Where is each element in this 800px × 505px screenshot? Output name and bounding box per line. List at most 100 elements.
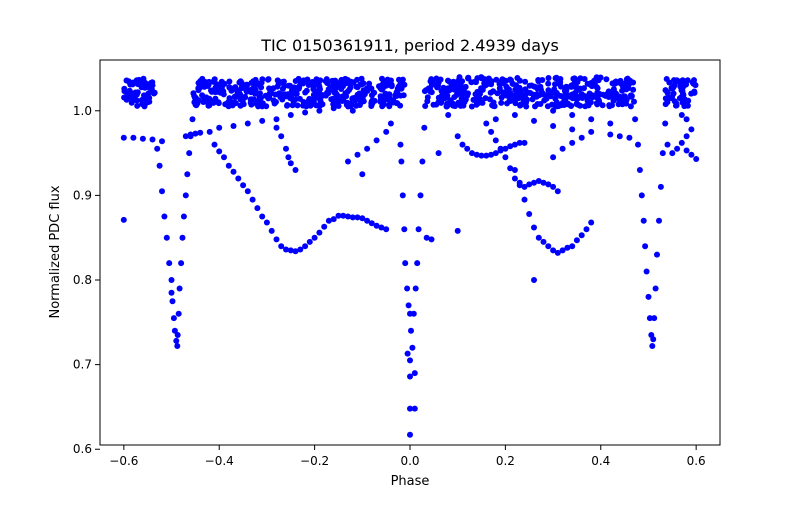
data-point [397, 92, 404, 99]
data-point [251, 82, 258, 89]
data-point [578, 232, 585, 239]
data-point [325, 217, 332, 224]
data-point [678, 112, 685, 118]
data-point [411, 370, 418, 377]
data-point [593, 100, 600, 107]
data-point [278, 133, 285, 140]
x-tick-label: 0.2 [496, 454, 515, 468]
data-point [259, 213, 266, 220]
data-point [569, 126, 576, 133]
data-point [422, 103, 429, 109]
data-point [488, 151, 495, 158]
data-point [553, 89, 560, 96]
data-point [405, 302, 412, 309]
data-point [178, 260, 185, 267]
data-point [559, 145, 566, 152]
data-point [545, 80, 552, 87]
data-point [130, 134, 137, 141]
data-point [423, 234, 430, 241]
data-point [287, 247, 294, 254]
data-point [364, 217, 371, 224]
data-point [487, 89, 494, 96]
data-point [516, 139, 523, 146]
data-point [163, 234, 170, 241]
data-point [121, 94, 128, 101]
data-point [545, 243, 552, 250]
data-point [340, 212, 347, 219]
data-point [474, 88, 481, 95]
data-point [516, 179, 523, 186]
data-point [294, 102, 301, 109]
data-point [200, 94, 207, 100]
data-point [645, 293, 652, 300]
data-point [408, 327, 414, 334]
data-point [349, 214, 356, 221]
data-point [206, 128, 213, 135]
data-point [296, 95, 303, 102]
data-point [263, 219, 270, 226]
data-point [296, 84, 303, 91]
data-point [383, 128, 390, 135]
data-point [198, 81, 205, 88]
data-point [356, 102, 363, 108]
data-point [325, 90, 332, 97]
data-point [662, 120, 669, 127]
data-point [619, 87, 626, 94]
data-point [483, 120, 490, 127]
data-point [670, 90, 677, 97]
data-point [540, 179, 547, 186]
data-point [521, 139, 528, 146]
data-point [221, 154, 227, 161]
data-point [346, 87, 353, 93]
data-point [233, 93, 240, 100]
data-point [631, 98, 637, 105]
data-point [454, 133, 461, 140]
data-point [662, 95, 669, 102]
data-point [149, 136, 156, 143]
data-point [592, 94, 599, 100]
data-point [330, 77, 337, 84]
data-point [610, 89, 617, 96]
data-point [206, 95, 213, 102]
data-point [287, 112, 294, 118]
data-point [120, 216, 127, 223]
data-point [421, 124, 428, 131]
data-point [186, 150, 193, 157]
chart-title: TIC 0150361911, period 2.4939 days [260, 36, 559, 55]
data-point [231, 85, 238, 91]
data-point [180, 213, 187, 220]
data-point [550, 123, 557, 129]
data-point [259, 76, 266, 83]
data-point [206, 78, 212, 85]
data-point [268, 227, 275, 234]
data-point [693, 156, 700, 162]
data-point [562, 89, 569, 96]
data-point [535, 178, 542, 184]
x-tick-label: −0.2 [300, 454, 329, 468]
x-tick-label: 0.6 [687, 454, 706, 468]
data-point [429, 77, 436, 84]
data-point [175, 310, 182, 317]
data-point [248, 89, 255, 96]
data-point [494, 90, 501, 97]
data-point [521, 196, 528, 203]
data-point [521, 183, 528, 190]
data-point [244, 188, 251, 195]
data-point [468, 103, 475, 110]
data-point [688, 126, 695, 133]
data-point [293, 90, 300, 97]
data-point [460, 100, 467, 107]
data-point [543, 95, 550, 102]
data-point [669, 150, 676, 157]
data-point [419, 158, 426, 165]
data-point [273, 124, 280, 131]
x-tick-label: 0.4 [591, 454, 610, 468]
data-point [417, 192, 424, 199]
data-point [396, 76, 402, 83]
data-point [273, 116, 280, 123]
data-point [478, 152, 485, 159]
data-point [531, 224, 537, 231]
data-point [569, 112, 576, 118]
data-point [212, 95, 219, 102]
data-point [168, 277, 175, 283]
